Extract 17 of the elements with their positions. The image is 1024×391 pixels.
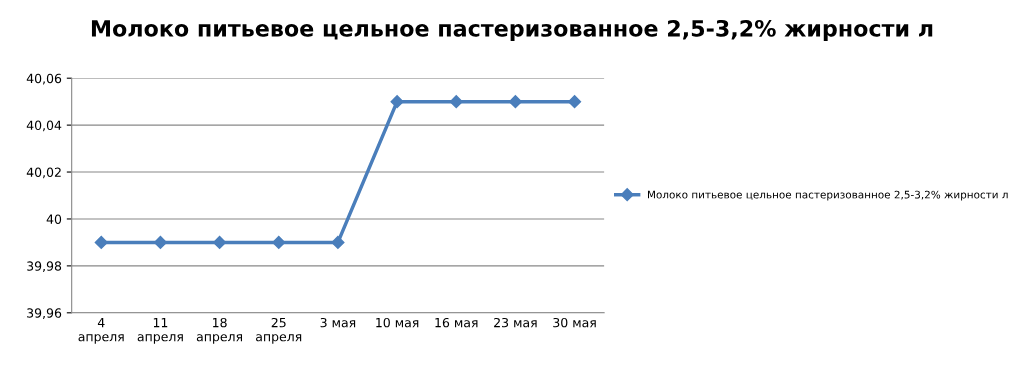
x-tick-label: 10 мая (376, 317, 419, 328)
y-tick-label: 40,06 (26, 73, 62, 85)
y-tick-label: 39,98 (27, 261, 62, 273)
y-tick-label: 40 (46, 214, 62, 224)
x-tick-label: 3 мая (320, 317, 356, 328)
y-tick-label: 40,04 (26, 120, 62, 132)
legend-label: Молоко питьевое цельное пастеризованное 2,5-3,2% жирности л (648, 190, 1008, 201)
chart-title: Молоко питьевое цельное пастеризованное 2,5-3,2% жирности л (91, 19, 933, 42)
x-tick-label: 25 апреля (256, 317, 302, 344)
x-tick-label: 16 мая (435, 317, 478, 328)
x-tick-label: 23 мая (494, 317, 537, 328)
x-tick-label: 4 апреля (78, 318, 124, 344)
y-tick-label: 39,96 (27, 308, 62, 319)
y-tick-label: 40,02 (26, 167, 61, 179)
x-tick-label: 30 мая (553, 317, 596, 328)
x-tick-label: 18 апреля (196, 317, 243, 344)
x-tick-label: 11 апреля (137, 318, 183, 344)
